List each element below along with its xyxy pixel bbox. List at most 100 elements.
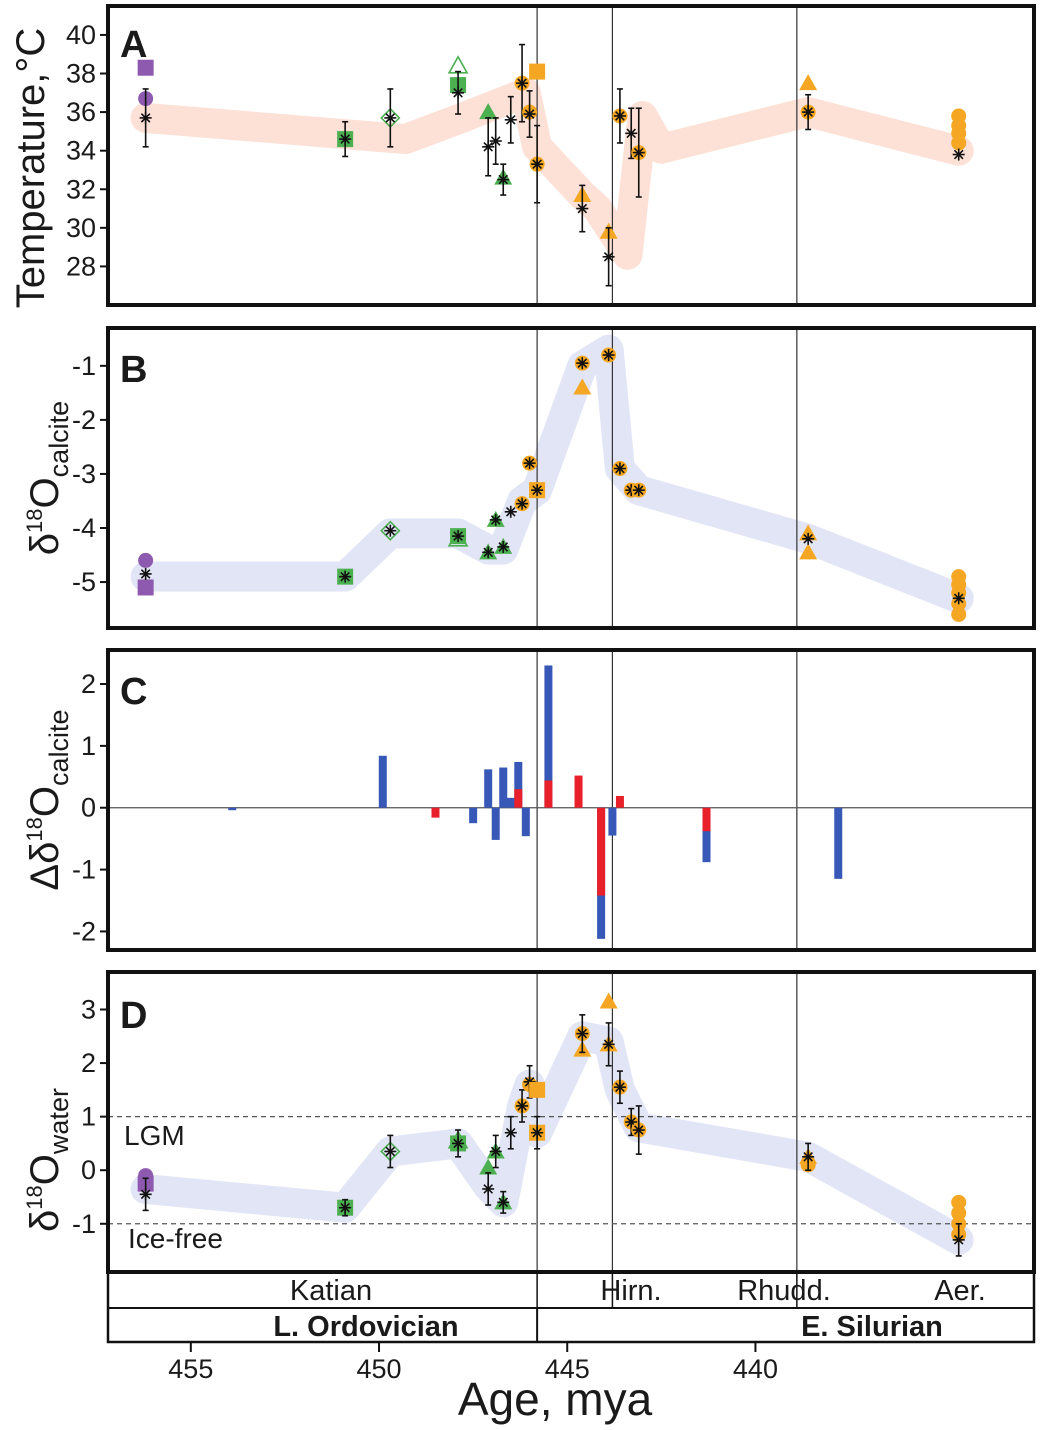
marker-6-star-stroke: [385, 113, 396, 123]
marker-18-star-stroke: [517, 498, 527, 509]
x-tick-label-3: 440: [733, 1354, 778, 1384]
bar-0: [228, 807, 237, 811]
marker-0-square: [137, 59, 154, 76]
period-early-silurian-label: E. Silurian: [801, 1311, 943, 1343]
bar-6: [499, 767, 508, 808]
marker-26-star-stroke: [577, 1028, 588, 1039]
panel-c-letter: C: [120, 671, 147, 713]
bar-17: [615, 795, 624, 808]
panel-plot-area: [108, 650, 1034, 950]
y-tick-label-1: 2: [81, 1048, 96, 1078]
panel-d-ylabel-sup: 18: [22, 1185, 47, 1209]
marker-1-square: [137, 579, 154, 596]
marker-28-star-stroke: [615, 111, 625, 121]
marker-22-star-stroke: [532, 159, 542, 169]
marker-29-star-stroke: [603, 1039, 614, 1050]
marker-18-star: [516, 497, 529, 510]
marker-26-star: [576, 1027, 589, 1040]
y-tick-label-6: 40: [66, 20, 96, 50]
marker-11-star-stroke: [483, 1184, 493, 1194]
marker-13-star: [489, 1145, 502, 1158]
y-tick-label-4: -5: [72, 567, 96, 597]
panel-b-ylabel-o: O: [23, 477, 67, 508]
marker-26-star: [602, 250, 615, 263]
marker-39-star-stroke: [953, 149, 964, 160]
marker-4-star-stroke: [340, 1202, 350, 1213]
panel-d-ylabel: δ18Owater: [22, 1088, 74, 1232]
marker-6-star-stroke: [385, 525, 396, 536]
bar-4: [484, 769, 493, 808]
marker-34-star-stroke: [803, 107, 813, 117]
marker-38-circle: [951, 135, 967, 151]
bar-16: [608, 807, 617, 836]
y-tick-label-5: 38: [66, 59, 96, 89]
panel-c-ylabel-o: O: [23, 786, 67, 817]
marker-16-star-stroke: [505, 506, 516, 517]
marker-29-star: [602, 1038, 615, 1051]
panel-frame: [106, 326, 1036, 630]
marker-6-star: [384, 111, 397, 124]
marker-26-triangle: [600, 308, 618, 324]
stage-rhuddanian-label: Rhudd.: [737, 1275, 831, 1307]
panel-c: 2 1 0 -1 -2: [72, 648, 1036, 952]
bar-12: [544, 780, 553, 808]
marker-9-star: [452, 1137, 465, 1150]
marker-7-triangle-open: [447, 55, 469, 74]
marker-38-star: [802, 1150, 815, 1163]
marker-11-star-stroke: [483, 547, 493, 558]
marker-34-star: [632, 484, 645, 497]
stage-katian-label: Katian: [290, 1275, 372, 1307]
marker-37-star-stroke: [803, 534, 813, 544]
bar-2: [431, 807, 440, 818]
marker-9-star-stroke: [453, 1138, 463, 1149]
marker-12-star: [489, 135, 502, 148]
marker-35-star: [632, 1124, 645, 1137]
bar-13: [574, 775, 583, 808]
marker-2-star-stroke: [140, 113, 151, 123]
panel-b-ylabel: δ18Ocalcite: [22, 401, 74, 555]
x-axis-label: Age, mya: [458, 1373, 653, 1425]
marker-18-star: [516, 1099, 529, 1112]
panel-c-ylabel-sub: calcite: [44, 709, 74, 786]
marker-15-star-stroke: [505, 115, 516, 125]
marker-28-star-stroke: [603, 350, 614, 360]
panel-d-ylabel-o: O: [23, 1154, 67, 1185]
y-tick-label-2: 32: [66, 174, 96, 204]
panel-d-ylabel-sub: water: [44, 1088, 74, 1155]
marker-15-star-stroke: [498, 1197, 509, 1208]
marker-13-star-stroke: [490, 515, 501, 525]
marker-24-star-stroke: [577, 203, 588, 214]
marker-22-star: [531, 484, 544, 497]
marker-43-star-stroke: [953, 1235, 964, 1245]
marker-39-circle: [951, 1194, 967, 1210]
marker-2-star-stroke: [140, 569, 151, 579]
x-tick-label-2: 445: [545, 1354, 590, 1384]
panel-a-ylabel: Temperature,°C: [9, 28, 53, 309]
marker-43-star-stroke: [953, 593, 964, 604]
panel-b-ylabel-symbol: δ: [23, 533, 67, 555]
lgm-label: LGM: [124, 1120, 185, 1151]
x-tick-label-0: 455: [168, 1354, 213, 1384]
marker-31-star-stroke: [615, 1082, 625, 1092]
marker-42-circle: [951, 606, 967, 622]
bar-7: [506, 797, 515, 808]
marker-4-star-stroke: [340, 134, 350, 144]
marker-35-triangle: [799, 524, 818, 541]
marker-29-star-stroke: [626, 128, 637, 139]
marker-25-star-stroke: [577, 358, 588, 368]
marker-0-circle: [138, 552, 154, 568]
y-tick-label-4: -1: [72, 1209, 96, 1239]
marker-30-star: [613, 462, 626, 475]
panel-c-ylabel-symbol: Δδ: [23, 842, 67, 891]
panel-d: 3 2 1 0 -1: [72, 970, 1036, 1274]
y-tick-label-2: 0: [81, 793, 96, 823]
bar-18: [702, 807, 711, 863]
bar-11: [544, 665, 553, 808]
panel-a-ylabel-group: Temperature,°C: [9, 28, 53, 309]
marker-9-star-stroke: [453, 531, 463, 541]
y-tick-label-2: 1: [81, 1102, 96, 1132]
marker-4-star: [339, 1201, 352, 1214]
bar-5: [491, 807, 500, 840]
y-tick-label-0: 2: [81, 669, 96, 699]
stage-aeronian-label: Aer.: [934, 1275, 986, 1307]
